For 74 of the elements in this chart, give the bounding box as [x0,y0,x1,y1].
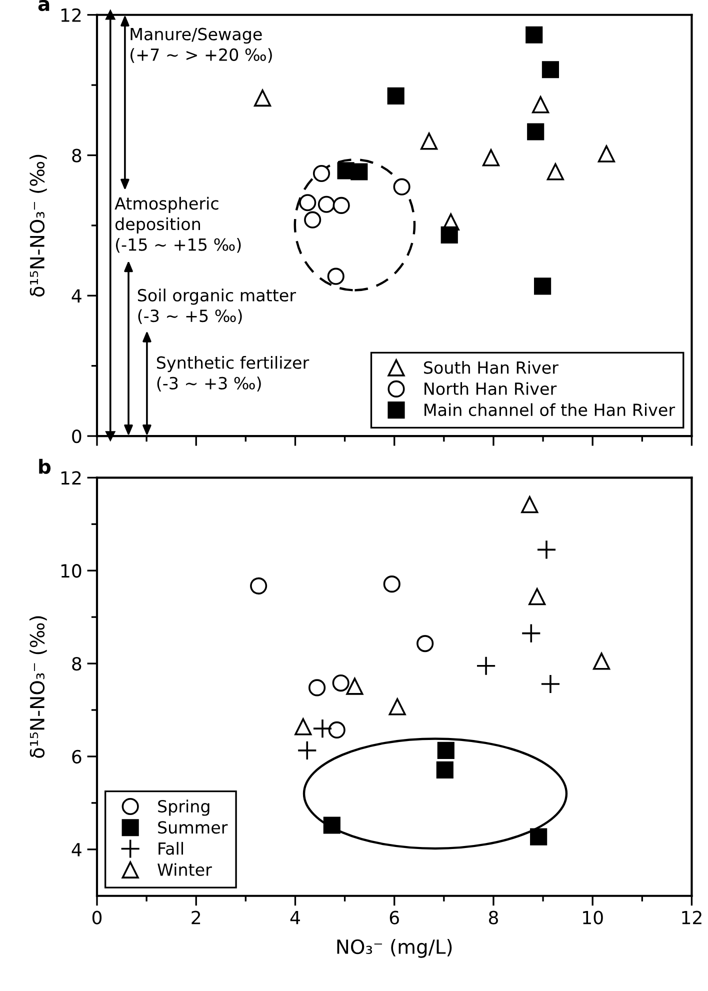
point [250,577,268,594]
point [540,674,560,694]
x-tick-label: 4 [290,911,300,924]
point [350,163,368,180]
y-axis-title: δ¹⁵N-NO₃⁻ (‰) [30,154,47,297]
y-tick-label: 4 [72,289,82,303]
point [387,87,404,104]
point [312,718,332,739]
legend-label: Spring [158,800,210,816]
point [598,145,616,162]
y-tick-label: 12 [61,8,81,22]
point [526,26,543,44]
point [532,96,550,114]
y-axis-title: δ¹⁵N-NO₃⁻ (‰) [30,616,47,758]
point [530,828,548,846]
point [542,61,560,78]
point [332,674,350,692]
chart-title: a [38,0,50,12]
point [592,652,610,670]
point [534,278,552,295]
point [528,588,546,606]
legend-label: South Han River [424,360,558,374]
annotation: Manure/Sewage (+7 ~ > +20 ‰) [130,28,272,63]
x-tick-label: 2 [192,910,200,924]
y-tick-label: 10 [61,564,82,578]
point [416,635,434,652]
y-tick-label: 0 [72,430,82,444]
point [440,226,458,244]
point [527,123,544,140]
point [308,679,326,696]
point [393,178,410,196]
point [318,196,335,213]
point [323,816,340,834]
point [388,698,406,716]
point [327,268,344,285]
point [332,196,350,214]
point [521,623,542,644]
point [312,164,330,182]
legend-label: Main channel of the Han River [424,403,676,416]
point [420,132,438,150]
point [294,718,312,736]
x-tick-label: 8 [488,910,498,924]
y-tick-label: 4 [72,843,82,856]
legend-label: North Han River [424,382,557,396]
legend-label: Summer [158,821,228,834]
ref-line-label: Atmospheric deposition (-15 ~ +15 ‰) [114,196,241,253]
point [437,742,454,759]
point [297,740,318,760]
point [536,540,556,560]
y-tick-label: 6 [72,750,82,764]
point [304,211,322,228]
point [328,721,346,739]
y-tick-label: 12 [61,471,81,485]
point [254,90,272,107]
point [346,678,364,695]
legend-label: Fall [158,842,183,855]
chart-title: b [39,458,51,474]
x-tick-label: 10 [583,910,603,924]
point [383,576,400,593]
y-tick-label: 8 [72,148,82,162]
x-axis-title: NO₃⁻ (mg/L) [337,939,452,958]
x-tick-label: 0 [92,910,102,924]
x-tick-label: 12 [682,910,702,924]
y-tick-label: 8 [72,656,82,671]
annotation: Synthetic fertilizer (-3 ~ +3 ‰) [156,356,310,392]
annotation: Soil organic matter (-3 ~ +5 ‰) [138,288,296,324]
point [476,656,496,676]
point [299,194,316,212]
point [521,496,538,514]
point [546,163,564,180]
legend-label: Winter [158,863,212,876]
point [436,761,454,778]
x-tick-label: 6 [390,910,399,924]
point [482,149,500,166]
